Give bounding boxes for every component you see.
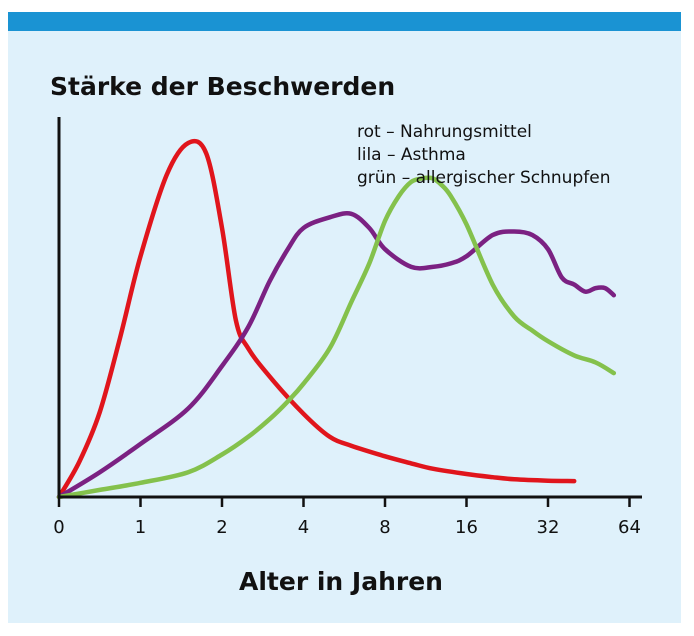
x-tick-label: 16 xyxy=(455,517,478,538)
series-line-red xyxy=(56,138,577,500)
legend-entry-purple: lila – Asthma xyxy=(357,145,466,165)
legend-entry-red: rot – Nahrungsmittel xyxy=(357,122,532,142)
x-tick-label: 64 xyxy=(618,517,641,538)
x-tick-label: 4 xyxy=(298,517,309,538)
series-line-green xyxy=(56,175,617,500)
x-tick-label: 2 xyxy=(216,517,227,538)
x-tick-label: 32 xyxy=(537,517,560,538)
x-tick-label: 1 xyxy=(135,517,146,538)
x-tick-label: 8 xyxy=(379,517,390,538)
x-ticks: 0 1 2 4 8 16 32 64 xyxy=(53,497,641,538)
y-axis-label: Stärke der Beschwerden xyxy=(50,72,395,101)
legend: rot – Nahrungsmittel lila – Asthma grün – … xyxy=(357,122,610,188)
series-line-purple xyxy=(56,211,617,500)
legend-entry-green: grün – allergischer Schnupfen xyxy=(357,168,610,188)
x-tick-label: 0 xyxy=(53,517,64,538)
series-layer xyxy=(56,138,617,500)
top-accent-bar xyxy=(8,12,681,31)
x-axis-label: Alter in Jahren xyxy=(239,567,443,596)
